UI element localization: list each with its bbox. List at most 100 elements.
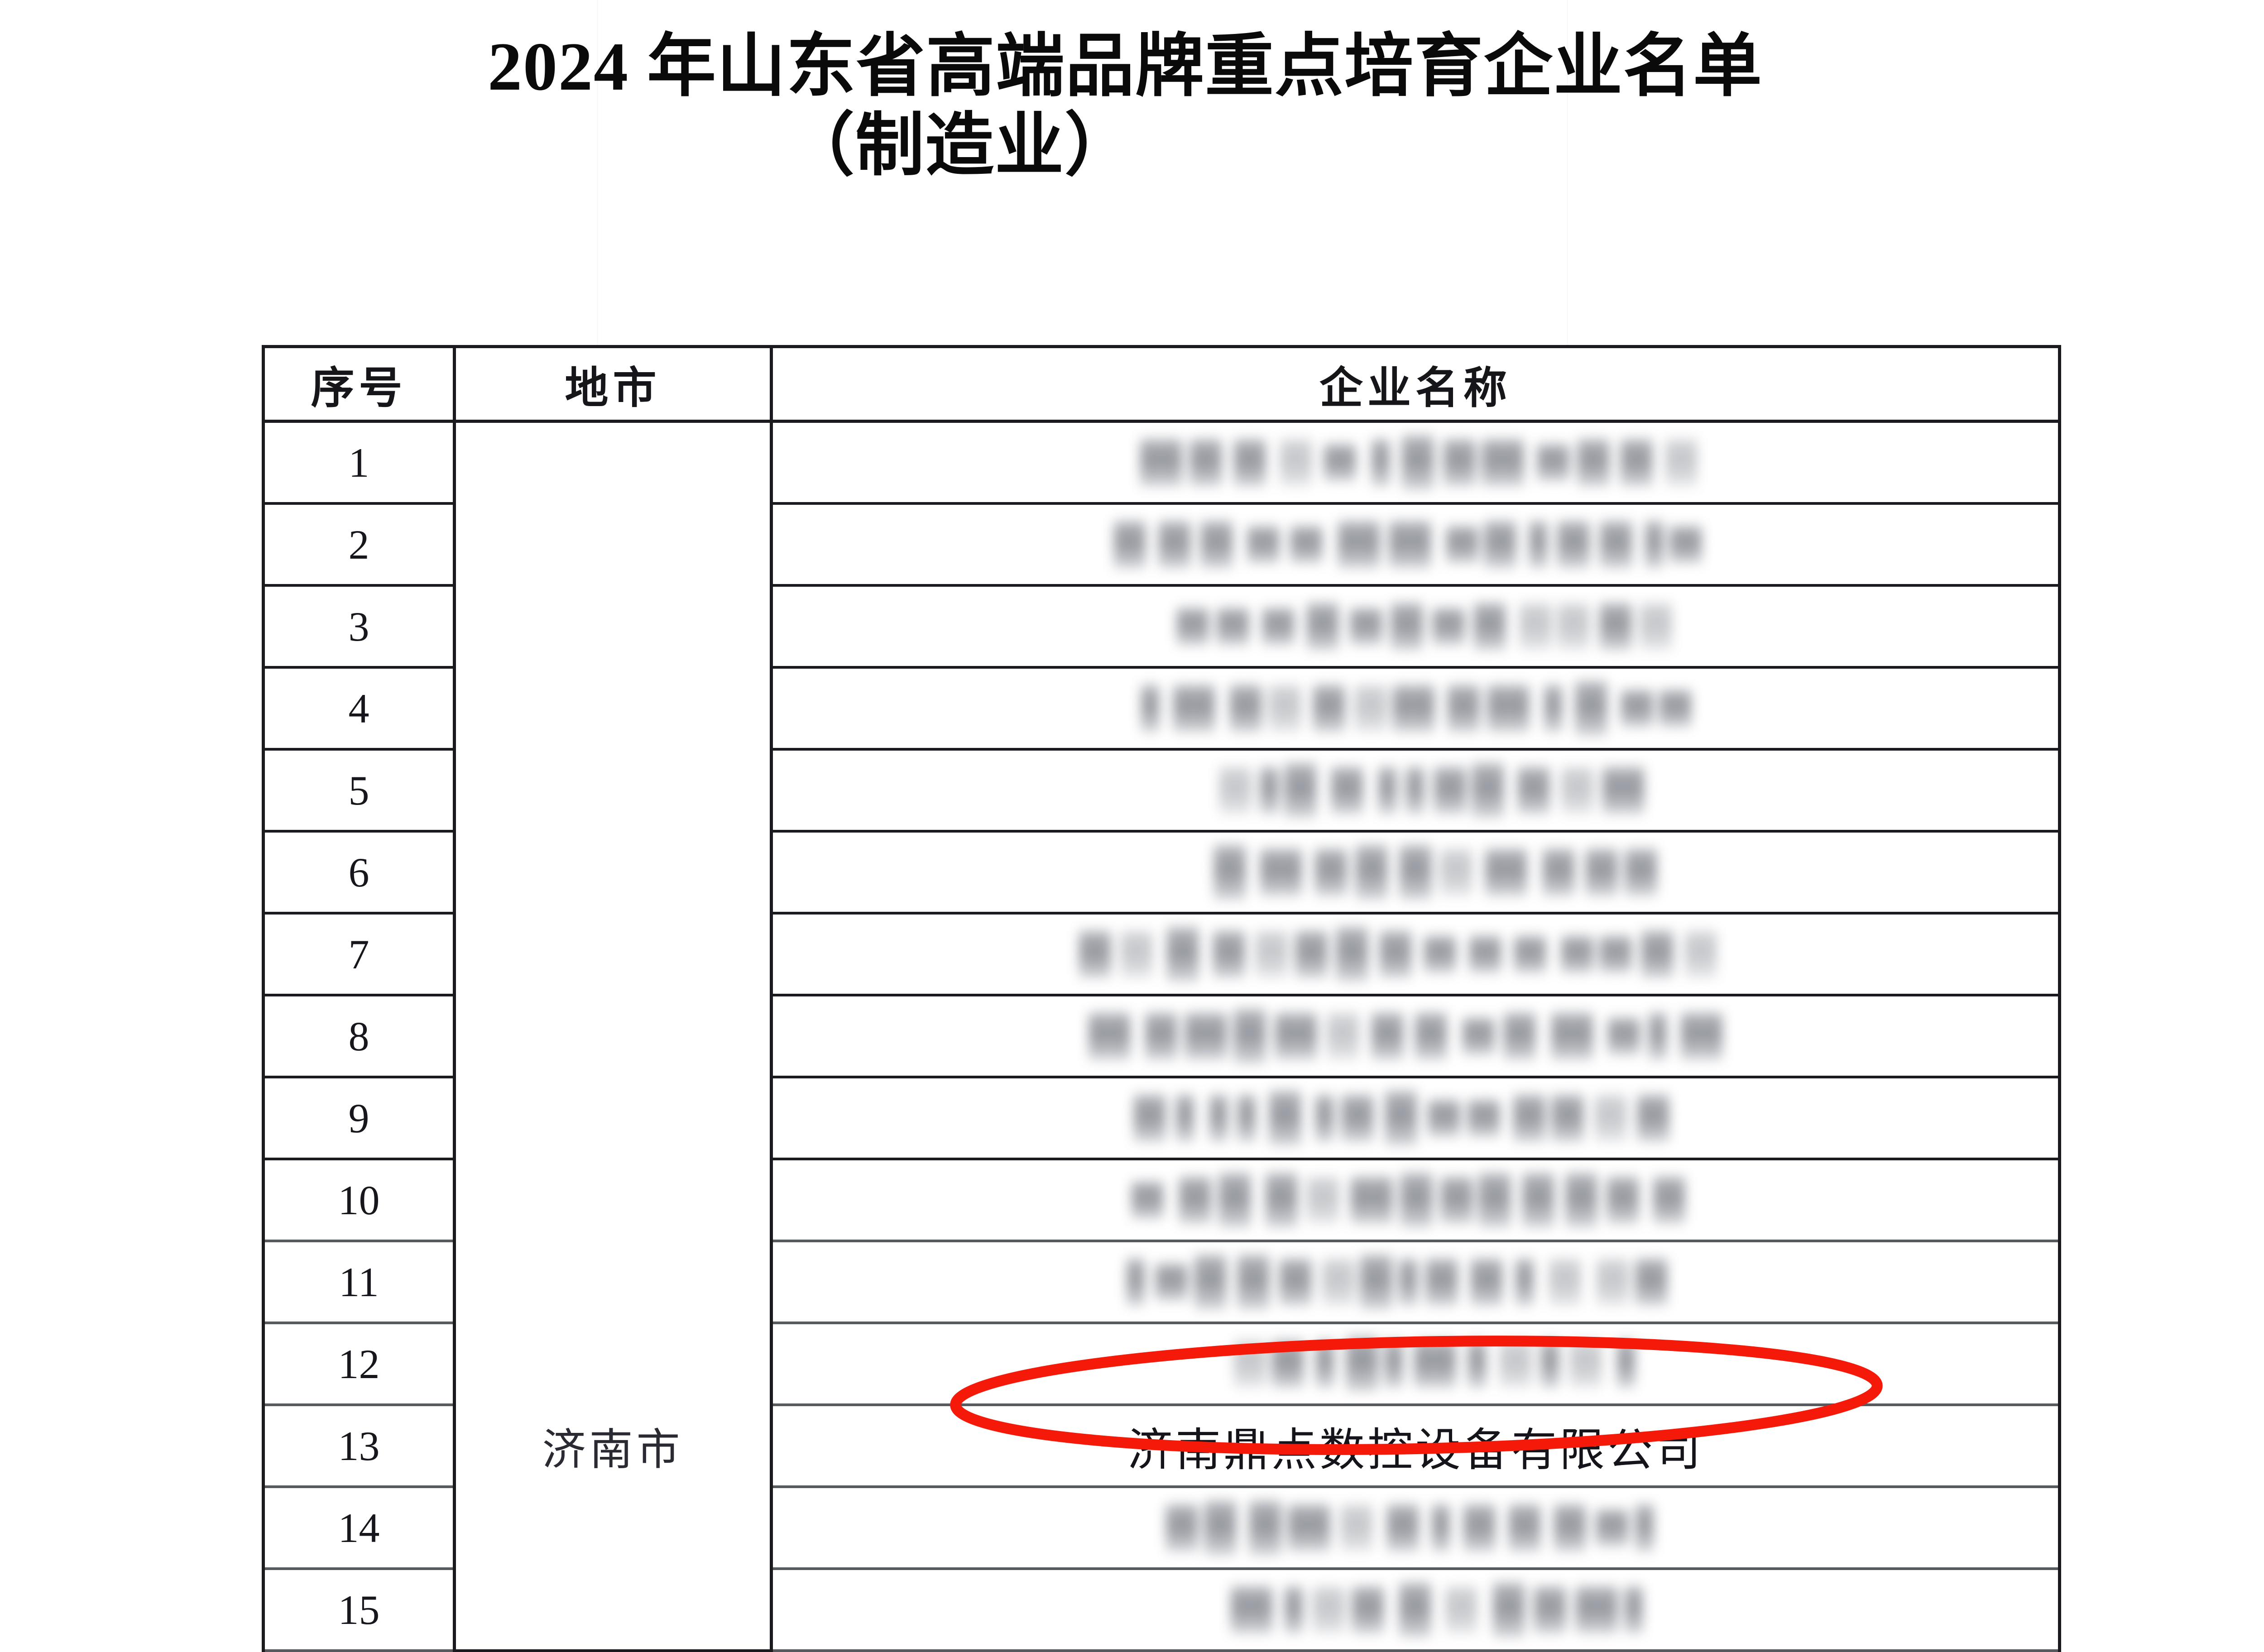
redaction-glyph bbox=[1173, 681, 1215, 735]
redaction-glyph bbox=[1342, 1091, 1373, 1145]
table-header-row: 序号 地市 企业名称 bbox=[262, 345, 2061, 423]
redacted-company-name bbox=[1166, 1497, 1665, 1559]
redaction-glyph bbox=[1260, 763, 1278, 817]
redaction-glyph bbox=[1234, 436, 1266, 489]
redaction-glyph bbox=[1645, 517, 1663, 571]
redaction-glyph bbox=[1681, 1009, 1722, 1063]
cell-index: 10 bbox=[262, 1158, 456, 1242]
table-row: 7 bbox=[262, 912, 2061, 996]
redaction-glyph bbox=[1327, 1009, 1359, 1063]
table-row: 10 bbox=[262, 1158, 2061, 1242]
redaction-glyph bbox=[1372, 436, 1390, 489]
redaction-glyph bbox=[1624, 1583, 1643, 1637]
redaction-glyph bbox=[1424, 933, 1456, 976]
cell-company-name bbox=[770, 502, 2061, 587]
redaction-glyph bbox=[1469, 933, 1501, 976]
redacted-company-name bbox=[1114, 517, 1712, 571]
cell-index: 12 bbox=[262, 1322, 456, 1406]
redaction-glyph bbox=[1441, 1173, 1473, 1227]
redaction-glyph bbox=[1391, 599, 1423, 653]
redaction-glyph bbox=[1600, 933, 1631, 976]
redacted-company-name bbox=[1127, 1251, 1682, 1313]
redaction-glyph bbox=[1544, 681, 1562, 735]
redaction-glyph bbox=[1597, 1255, 1628, 1309]
redaction-glyph bbox=[1665, 436, 1697, 489]
redaction-glyph bbox=[1471, 1255, 1502, 1309]
cell-index: 2 bbox=[262, 502, 456, 587]
cell-index: 4 bbox=[262, 666, 456, 751]
redaction-glyph bbox=[1280, 1255, 1311, 1309]
redaction-glyph bbox=[1156, 1260, 1187, 1303]
cell-company-name bbox=[770, 1158, 2061, 1242]
redaction-glyph bbox=[1269, 1087, 1301, 1149]
table-row: 11 bbox=[262, 1240, 2061, 1324]
redaction-glyph bbox=[1600, 517, 1632, 571]
redaction-glyph bbox=[1595, 1091, 1626, 1145]
redaction-glyph bbox=[1322, 1255, 1354, 1309]
redaction-glyph bbox=[1482, 436, 1524, 489]
redaction-glyph bbox=[1621, 436, 1652, 489]
redaction-glyph bbox=[1140, 436, 1182, 489]
redaction-glyph bbox=[1314, 845, 1347, 899]
redaction-glyph bbox=[1570, 1337, 1602, 1391]
redaction-glyph bbox=[1504, 1009, 1535, 1063]
redaction-glyph bbox=[1288, 1501, 1330, 1555]
redaction-glyph bbox=[1445, 1583, 1477, 1637]
redaction-glyph bbox=[1209, 1091, 1228, 1145]
redaction-glyph bbox=[1463, 1015, 1494, 1058]
redaction-glyph bbox=[1637, 1091, 1669, 1145]
redaction-glyph bbox=[1159, 517, 1190, 571]
redaction-glyph bbox=[1340, 1501, 1372, 1555]
redaction-glyph bbox=[1269, 681, 1301, 735]
redaction-glyph bbox=[1179, 1173, 1211, 1227]
table-row: 5 bbox=[262, 748, 2061, 833]
redaction-glyph bbox=[1355, 841, 1387, 904]
redaction-glyph bbox=[1324, 441, 1356, 484]
cell-company-name bbox=[770, 584, 2061, 669]
redaction-glyph bbox=[1625, 845, 1657, 899]
cell-index: 8 bbox=[262, 994, 456, 1078]
cell-company-name bbox=[770, 420, 2061, 505]
redaction-glyph bbox=[1653, 1173, 1685, 1227]
redaction-glyph bbox=[1565, 1169, 1597, 1231]
redaction-glyph bbox=[1602, 763, 1644, 817]
redaction-glyph bbox=[1513, 1091, 1545, 1145]
redaction-glyph bbox=[1141, 681, 1159, 735]
redacted-company-name bbox=[1214, 841, 1672, 904]
redaction-glyph bbox=[1401, 1169, 1432, 1231]
redaction-glyph bbox=[1440, 845, 1472, 899]
redaction-glyph bbox=[1204, 1497, 1236, 1559]
redaction-glyph bbox=[1447, 681, 1479, 735]
redaction-glyph bbox=[1607, 1173, 1639, 1227]
redaction-glyph bbox=[1554, 1501, 1586, 1555]
cell-city-merged: 济南市 bbox=[453, 420, 773, 1652]
redaction-glyph bbox=[1385, 1087, 1417, 1149]
redaction-glyph bbox=[1472, 759, 1504, 822]
redaction-glyph bbox=[1338, 517, 1380, 571]
table-row: 14 bbox=[262, 1485, 2061, 1570]
redaction-glyph bbox=[1514, 933, 1546, 976]
redaction-glyph bbox=[1392, 681, 1434, 735]
redaction-glyph bbox=[1372, 1009, 1403, 1063]
redaction-glyph bbox=[1238, 1091, 1256, 1145]
table-header: 序号 地市 企业名称 bbox=[262, 345, 2061, 423]
redaction-glyph bbox=[1551, 1009, 1593, 1063]
redaction-glyph bbox=[1219, 1169, 1251, 1231]
document-page: 2024 年山东省高端品牌重点培育企业名单 （制造业） 序号 地市 企业名称 1… bbox=[262, 29, 2061, 1652]
redaction-glyph bbox=[1378, 763, 1396, 817]
redaction-glyph bbox=[1290, 523, 1322, 566]
redaction-glyph bbox=[1399, 841, 1431, 904]
redaction-glyph bbox=[1234, 1005, 1266, 1068]
redacted-company-name bbox=[1132, 1169, 1699, 1231]
column-header-city: 地市 bbox=[453, 345, 773, 423]
redaction-glyph bbox=[1479, 1169, 1511, 1231]
redaction-glyph bbox=[1352, 1583, 1384, 1637]
redaction-glyph bbox=[1385, 1337, 1403, 1391]
redaction-glyph bbox=[1428, 1097, 1460, 1140]
redaction-glyph bbox=[1166, 1501, 1198, 1555]
redaction-glyph bbox=[1145, 1009, 1177, 1063]
cell-company-name bbox=[770, 1567, 2061, 1652]
redaction-glyph bbox=[1132, 1178, 1163, 1221]
redaction-glyph bbox=[1578, 436, 1609, 489]
redaction-glyph bbox=[1484, 517, 1516, 571]
